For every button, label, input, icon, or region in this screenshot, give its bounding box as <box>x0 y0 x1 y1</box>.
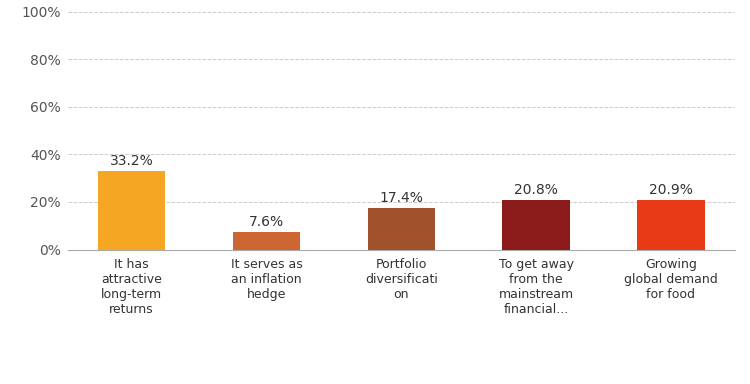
Text: 33.2%: 33.2% <box>110 154 154 168</box>
Bar <box>503 200 570 250</box>
Text: 20.9%: 20.9% <box>649 183 693 197</box>
Bar <box>368 208 435 250</box>
Bar <box>98 170 165 250</box>
Text: 17.4%: 17.4% <box>380 191 423 205</box>
Text: 20.8%: 20.8% <box>514 183 558 197</box>
Bar <box>232 232 300 250</box>
Bar <box>638 200 705 250</box>
Text: 7.6%: 7.6% <box>249 215 284 228</box>
